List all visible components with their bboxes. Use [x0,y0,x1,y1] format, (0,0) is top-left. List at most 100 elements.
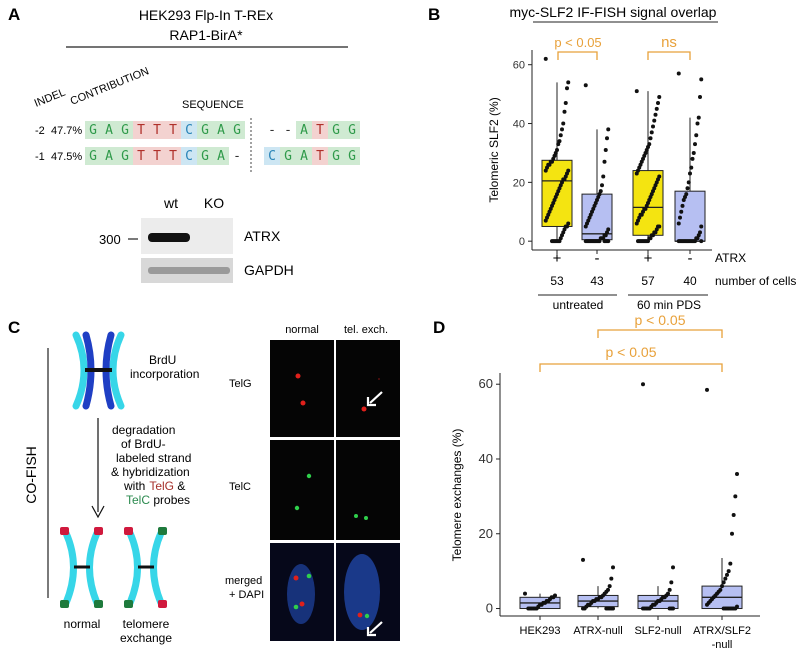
group-label-1: untreated [553,298,604,312]
y-tick-label: 40 [479,451,493,466]
data-point [681,198,686,202]
chart-d: 0 20 40 60 HEK293 ATRX-null SLF2-null ATRX/SLF2… [479,373,760,650]
data-point [720,584,724,589]
data-point [609,576,614,581]
data-point [678,215,682,220]
base-cell [85,121,101,139]
base-cell [165,121,181,139]
data-point [603,148,608,152]
data-point [556,142,561,147]
base-cell [296,147,312,165]
base-letter: A [105,149,113,164]
base-letter: G [89,123,97,138]
base-letter: T [169,123,177,138]
data-point [733,494,738,499]
base-letter: T [137,149,145,164]
panel-b-bracket-2 [647,51,691,60]
atrx-status-4: - [688,250,693,267]
base-letter: A [217,123,225,138]
data-point [699,77,704,82]
chromosome-brdu [72,331,125,410]
data-point [583,239,588,244]
data-point [565,86,569,91]
x-tick-label: SLF2-null [634,625,681,637]
y-tick-label: 60 [479,376,493,391]
data-point [656,100,660,105]
base-cell [213,121,229,139]
panel-d-sig-top: p < 0.05 [635,312,686,328]
micro-telc-normal [270,440,334,540]
panel-d-sig-bottom: p < 0.05 [606,344,657,360]
data-point [558,133,563,138]
base-letter: G [348,123,356,138]
data-point [601,174,606,179]
micro-row-dapi: + DAPI [229,589,264,601]
data-point [689,165,694,170]
data-point [560,127,564,132]
label-exchange-1: telomere [123,617,170,631]
base-letter: G [201,123,209,138]
cell-count-3: 57 [641,274,655,288]
micrograph-grid [270,340,400,641]
data-point [600,183,604,188]
data-point [561,121,566,126]
base-cell [197,121,213,139]
contribution-value: 47.7% [51,125,82,137]
data-point [688,171,692,176]
chart-b: 0 20 40 60 [513,50,712,254]
blot-gapdh-label: GAPDH [244,262,294,278]
base-letter: G [284,149,292,164]
panel-b-sig-1: p < 0.05 [554,35,601,50]
base-letter: - [233,149,241,164]
step-line-4: & hybridization [111,465,190,479]
step-line-6: TelC probes [126,493,190,507]
data-point [543,218,548,223]
panel-b-sig-2: ns [661,34,677,51]
base-cell [213,147,229,165]
step-line-1: degradation [112,423,175,437]
x-tick-label: -null [712,639,733,650]
brdu-label-2: incorporation [130,367,199,381]
label-normal: normal [64,617,101,631]
col-contribution-header: CONTRIBUTION [69,65,151,108]
step-line-5: with TelG & [123,479,185,493]
data-point [648,136,653,141]
base-letter: C [185,123,193,138]
data-point [728,561,733,566]
data-point [550,239,554,244]
data-point [723,576,728,581]
data-point [602,159,607,164]
group-label-2: 60 min PDS [637,298,701,312]
data-point [583,83,588,88]
indel-value: -1 [35,151,45,163]
cell-count-2: 43 [590,274,604,288]
data-point [654,106,659,111]
cell-count-row-label: number of cells [715,274,796,288]
data-point [581,606,585,611]
atrx-status-2: - [595,250,600,267]
data-point [667,606,672,611]
col-sequence-header: SEQUENCE [182,99,244,111]
blot-atrx-label: ATRX [244,228,281,244]
y-tick-label: 0 [519,236,525,248]
exchange-arrow-1 [366,391,383,407]
data-point [698,95,702,100]
y-tick-label: 0 [486,601,493,616]
cell-count-4: 40 [683,274,697,288]
micro-col-exchange: tel. exch. [344,324,388,336]
brdu-label-1: BrdU [149,353,176,367]
data-point [611,565,615,570]
col-indel-header: INDEL [33,87,68,110]
data-point [676,71,681,76]
base-cell [165,147,181,165]
base-letter: G [121,149,129,164]
base-cell [117,147,133,165]
data-point [583,224,588,229]
data-point [693,142,697,147]
exchange-arrow-2 [366,621,383,637]
data-point [543,168,548,173]
data-point [653,112,658,117]
blot-marker-label: 300 [99,232,121,247]
base-letter: G [89,149,97,164]
